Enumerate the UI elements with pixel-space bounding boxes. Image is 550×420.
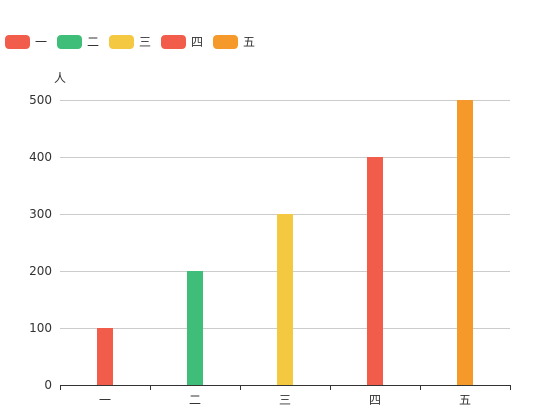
x-tick-label: 二	[189, 393, 201, 407]
bar-4[interactable]	[367, 157, 383, 385]
y-axis-tick-labels: 0 100 200 300 400 500	[29, 93, 52, 392]
bars	[97, 100, 473, 385]
bar-2[interactable]	[187, 271, 203, 385]
y-tick-label: 200	[29, 264, 52, 278]
legend-label: 二	[87, 35, 99, 49]
y-tick-label: 300	[29, 207, 52, 221]
legend-label: 一	[35, 35, 47, 49]
legend-item-2[interactable]: 二	[57, 35, 99, 49]
legend-label: 四	[191, 35, 203, 49]
y-axis-unit-label: 人	[54, 71, 66, 85]
bar-5[interactable]	[457, 100, 473, 385]
y-tick-label: 0	[44, 378, 52, 392]
legend-swatch	[109, 35, 134, 49]
legend-label: 五	[243, 35, 255, 49]
legend-label: 三	[139, 35, 151, 49]
y-tick-label: 100	[29, 321, 52, 335]
bar-1[interactable]	[97, 328, 113, 385]
x-axis	[60, 385, 511, 390]
legend-item-3[interactable]: 三	[109, 35, 151, 49]
legend-item-1[interactable]: 一	[5, 35, 47, 49]
x-tick-label: 三	[279, 393, 291, 407]
y-tick-label: 400	[29, 150, 52, 164]
x-tick-label: 一	[99, 393, 111, 407]
x-tick-label: 五	[459, 393, 471, 407]
y-tick-label: 500	[29, 93, 52, 107]
legend-swatch	[161, 35, 186, 49]
legend-swatch	[5, 35, 30, 49]
legend-item-5[interactable]: 五	[213, 35, 255, 49]
legend: 一二三四五	[5, 35, 255, 49]
legend-item-4[interactable]: 四	[161, 35, 203, 49]
bar-3[interactable]	[277, 214, 293, 385]
legend-swatch	[57, 35, 82, 49]
x-tick-label: 四	[369, 393, 381, 407]
x-axis-tick-labels: 一二三四五	[99, 393, 471, 407]
legend-swatch	[213, 35, 238, 49]
